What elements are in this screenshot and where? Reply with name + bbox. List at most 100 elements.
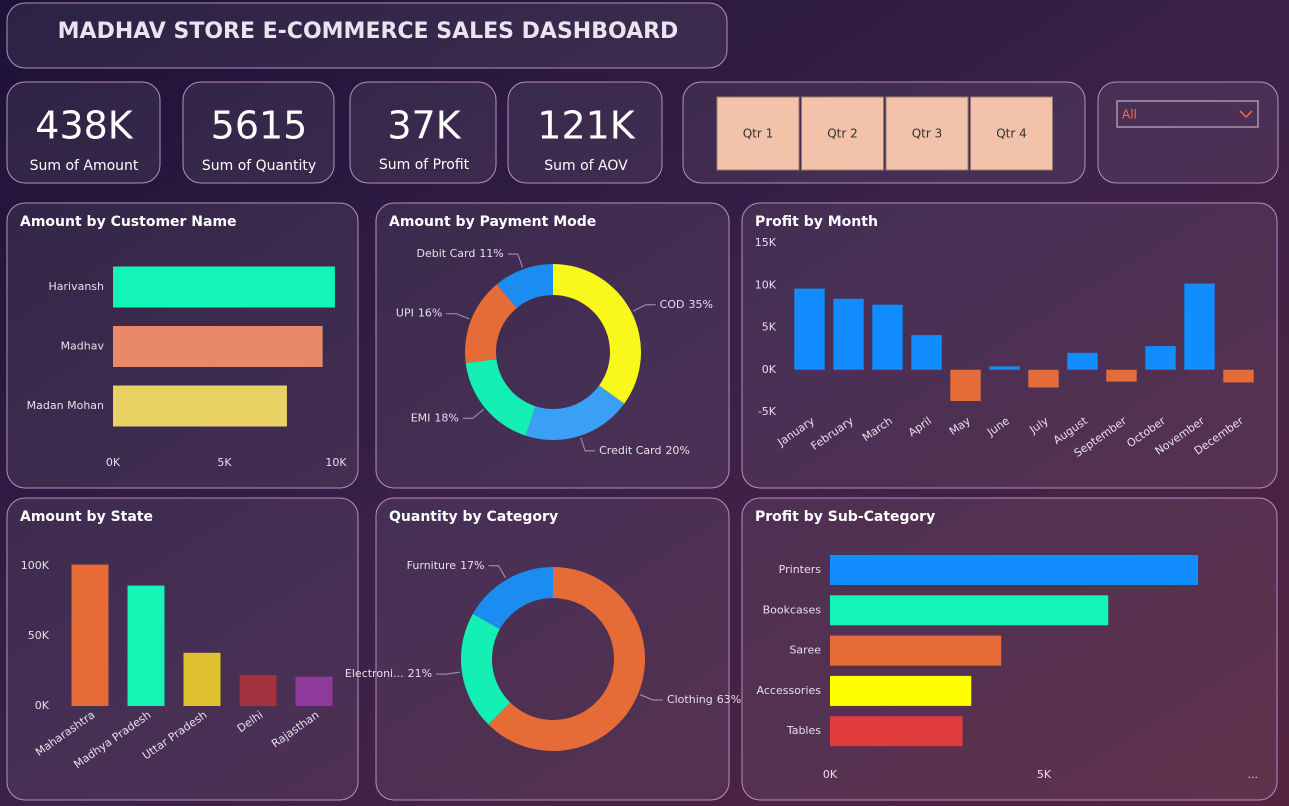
bar bbox=[71, 564, 109, 706]
bar bbox=[1106, 369, 1137, 382]
quarter-label[interactable]: Qtr 4 bbox=[996, 127, 1027, 141]
bar bbox=[1184, 283, 1215, 370]
category-label: Madan Mohan bbox=[27, 399, 104, 412]
data-label: UPI 16% bbox=[396, 307, 442, 320]
bar bbox=[113, 266, 335, 308]
donut-segment bbox=[525, 385, 625, 440]
quarter-button[interactable] bbox=[716, 96, 800, 171]
data-label: Credit Card 20% bbox=[599, 444, 690, 457]
data-label: COD 35% bbox=[660, 298, 713, 311]
category-label: Printers bbox=[779, 563, 822, 576]
bar bbox=[830, 675, 972, 706]
donut-segment bbox=[488, 567, 645, 751]
donut-segment bbox=[496, 264, 553, 309]
category-label: Tables bbox=[786, 724, 821, 737]
bar bbox=[872, 304, 903, 370]
donut-segment bbox=[465, 284, 517, 364]
y-tick-label: 0K bbox=[762, 363, 777, 376]
kpi-card bbox=[182, 81, 335, 184]
x-tick-label: 0K bbox=[106, 456, 121, 469]
dropdown-arrow[interactable] bbox=[1239, 110, 1253, 119]
quarter-button[interactable] bbox=[885, 96, 969, 171]
chart-title: Amount by Payment Mode bbox=[389, 214, 596, 230]
bar bbox=[794, 288, 825, 370]
kpi-label: Sum of AOV bbox=[544, 158, 628, 174]
leader-line bbox=[632, 304, 656, 312]
category-label: Electroni... bbox=[345, 667, 404, 680]
x-tick-label: 5K bbox=[1037, 768, 1052, 781]
dashboard-title: MADHAV STORE E-COMMERCE SALES DASHBOARD bbox=[58, 19, 679, 44]
leader-line bbox=[462, 408, 484, 419]
kpi-label: Sum of Amount bbox=[30, 158, 139, 174]
value-label: 63% bbox=[717, 693, 741, 706]
bar bbox=[295, 676, 333, 706]
quarter-button[interactable] bbox=[801, 96, 884, 171]
bar bbox=[830, 635, 1002, 666]
category-label: Saree bbox=[789, 644, 821, 657]
chart-panel bbox=[741, 202, 1278, 489]
leader-line bbox=[488, 565, 507, 579]
bar bbox=[830, 595, 1109, 626]
data-label: Furniture 17% bbox=[407, 559, 485, 572]
quarter-button[interactable] bbox=[970, 96, 1053, 171]
value-label: 17% bbox=[460, 559, 484, 572]
bar bbox=[113, 326, 323, 367]
kpi-label: Sum of Profit bbox=[379, 157, 470, 173]
category-label: Clothing bbox=[667, 693, 713, 706]
bar bbox=[183, 652, 221, 706]
filter-panel bbox=[1097, 81, 1279, 184]
bar bbox=[127, 585, 165, 706]
bar bbox=[1223, 369, 1254, 383]
kpi-label: Sum of Quantity bbox=[202, 158, 316, 174]
category-label: EMI bbox=[411, 411, 431, 424]
leader-line bbox=[507, 253, 523, 268]
chart-title: Profit by Sub-Category bbox=[755, 509, 935, 525]
dropdown[interactable] bbox=[1116, 100, 1259, 128]
bar bbox=[830, 716, 963, 747]
quarter-label[interactable]: Qtr 3 bbox=[912, 127, 943, 141]
category-label: Harivansh bbox=[48, 280, 104, 293]
y-tick-label: 50K bbox=[28, 629, 50, 642]
category-label: Furniture bbox=[407, 559, 457, 572]
value-label: 16% bbox=[418, 307, 442, 320]
quarter-label[interactable]: Qtr 2 bbox=[827, 127, 858, 141]
bar bbox=[113, 385, 287, 427]
donut-segment bbox=[472, 567, 553, 630]
chart-title: Profit by Month bbox=[755, 214, 878, 230]
bar bbox=[950, 369, 981, 402]
x-tick-label: 10K bbox=[325, 456, 347, 469]
kpi-value: 5615 bbox=[211, 104, 308, 148]
y-tick-label: 15K bbox=[755, 236, 777, 249]
bar bbox=[1028, 369, 1059, 388]
quarter-label[interactable]: Qtr 1 bbox=[743, 127, 774, 141]
category-label: Credit Card bbox=[599, 444, 661, 457]
donut-segment bbox=[461, 613, 511, 725]
bar bbox=[1145, 346, 1176, 370]
kpi-value: 121K bbox=[537, 104, 636, 148]
y-tick-label: 0K bbox=[35, 699, 50, 712]
value-label: 11% bbox=[479, 247, 503, 260]
leader-line bbox=[639, 694, 663, 701]
leader-line bbox=[580, 437, 596, 452]
chart-title: Amount by State bbox=[20, 509, 153, 525]
chart-panel bbox=[741, 497, 1278, 801]
kpi-card bbox=[507, 81, 663, 184]
donut-segment bbox=[465, 359, 536, 436]
x-tick-label: 5K bbox=[217, 456, 232, 469]
bar bbox=[830, 555, 1199, 585]
category-label: UPI bbox=[396, 307, 414, 320]
value-label: 18% bbox=[434, 411, 458, 424]
quarter-slicer: Qtr 1 Qtr 2 Qtr 3 Qtr 4 bbox=[716, 96, 1053, 171]
data-label: Electroni... 21% bbox=[345, 667, 432, 680]
leader-line bbox=[436, 671, 460, 675]
bar bbox=[911, 335, 942, 370]
kpi-card bbox=[349, 81, 497, 184]
dropdown-value[interactable]: All bbox=[1122, 108, 1137, 122]
data-label: Clothing 63% bbox=[667, 693, 741, 706]
value-label: 35% bbox=[688, 298, 712, 311]
category-label: Madhav bbox=[61, 340, 105, 353]
bar bbox=[239, 675, 277, 706]
kpi-value: 438K bbox=[35, 104, 134, 148]
category-label: COD bbox=[660, 298, 685, 311]
